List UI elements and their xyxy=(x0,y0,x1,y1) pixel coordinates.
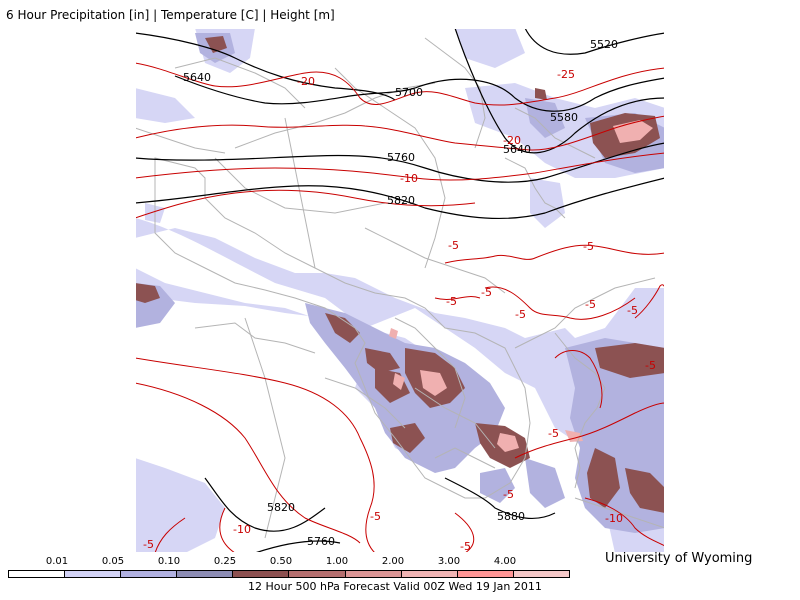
legend-tick: 1.00 xyxy=(325,556,349,567)
temperature-label: -10 xyxy=(605,512,623,525)
legend-swatch xyxy=(65,571,122,577)
height-label: 5820 xyxy=(267,501,295,514)
legend-tick: 0.05 xyxy=(101,556,125,567)
temperature-label: -25 xyxy=(557,68,575,81)
legend-swatch xyxy=(289,571,346,577)
temperature-label: -5 xyxy=(583,240,594,253)
temperature-label: -5 xyxy=(481,286,492,299)
temperature-contours xyxy=(135,62,665,553)
legend-tick: 0.01 xyxy=(45,556,69,567)
temperature-label: -5 xyxy=(143,538,154,551)
legend-tick: 3.00 xyxy=(437,556,461,567)
legend-tick-labels: 0.01 0.05 0.10 0.25 0.50 1.00 2.00 3.00 … xyxy=(0,556,800,570)
temperature-label: -20 xyxy=(503,134,521,147)
temperature-label: -5 xyxy=(548,427,559,440)
forecast-map: 5640 5700 5520 5580 5640 5760 5820 5820 … xyxy=(135,28,665,553)
map-title: 6 Hour Precipitation [in] | Temperature … xyxy=(6,8,335,22)
temperature-label: -20 xyxy=(297,75,315,88)
temperature-label: -10 xyxy=(400,172,418,185)
temperature-label: -5 xyxy=(515,308,526,321)
height-label: 5640 xyxy=(183,71,211,84)
legend-color-bar xyxy=(8,570,570,578)
height-label: 5700 xyxy=(395,86,423,99)
height-label: 5580 xyxy=(550,111,578,124)
legend-tick: 0.10 xyxy=(157,556,181,567)
legend-swatch xyxy=(513,571,569,577)
legend-tick: 0.50 xyxy=(269,556,293,567)
legend-swatch xyxy=(401,571,458,577)
legend-swatch xyxy=(9,571,66,577)
temperature-labels: -20 -25 -20 -10 -5 -5 -5 -5 -5 -5 -5 -5 … xyxy=(143,68,656,553)
height-label: 5880 xyxy=(497,510,525,523)
credit-text: University of Wyoming xyxy=(605,551,753,566)
legend-swatch xyxy=(121,571,178,577)
legend-tick: 4.00 xyxy=(493,556,517,567)
temperature-label: -5 xyxy=(370,510,381,523)
temperature-label: -5 xyxy=(645,359,656,372)
legend-tick: 2.00 xyxy=(381,556,405,567)
height-label: 5820 xyxy=(387,194,415,207)
temperature-label: -5 xyxy=(627,304,638,317)
temperature-label: -5 xyxy=(503,488,514,501)
forecast-valid-text: 12 Hour 500 hPa Forecast Valid 00Z Wed 1… xyxy=(248,580,542,593)
temperature-label: -5 xyxy=(446,295,457,308)
height-label: 5520 xyxy=(590,38,618,51)
height-label: 5760 xyxy=(307,535,335,548)
precipitation-layer xyxy=(135,28,665,553)
height-label: 5760 xyxy=(387,151,415,164)
temperature-label: -10 xyxy=(233,523,251,536)
legend-swatch xyxy=(457,571,514,577)
country-borders xyxy=(135,37,665,539)
height-contours xyxy=(135,28,665,553)
legend-swatch xyxy=(177,571,234,577)
height-label: 5640 xyxy=(503,143,531,156)
legend-swatch xyxy=(233,571,290,577)
temperature-label: -5 xyxy=(585,298,596,311)
legend-swatch xyxy=(345,571,402,577)
legend-tick: 0.25 xyxy=(213,556,237,567)
temperature-label: -5 xyxy=(460,540,471,553)
height-labels: 5640 5700 5520 5580 5640 5760 5820 5820 … xyxy=(183,38,618,548)
temperature-label: -5 xyxy=(448,239,459,252)
